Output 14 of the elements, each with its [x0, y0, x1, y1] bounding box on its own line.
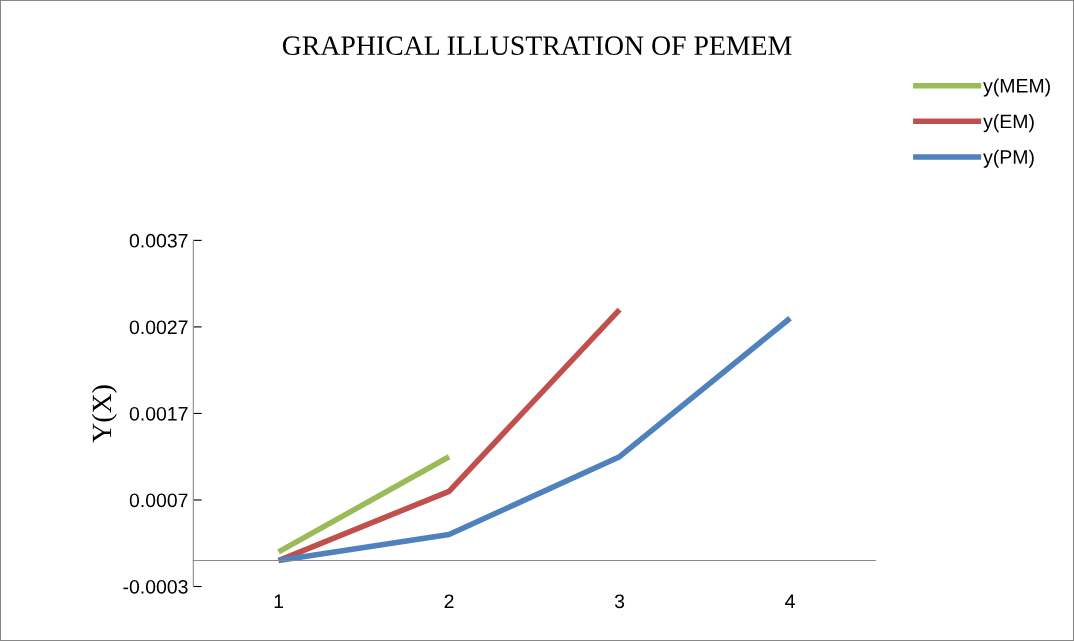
chart-title: GRAPHICAL ILLUSTRATION OF PEMEM	[282, 36, 792, 56]
x-tick-label: 1	[274, 594, 284, 608]
y-tick-label: -0.0003	[123, 579, 188, 594]
x-tick-label: 2	[444, 594, 454, 608]
y-tick-label: 0.0017	[129, 406, 188, 421]
x-tick-label: 3	[614, 594, 625, 609]
x-tick-label: 4	[785, 594, 795, 608]
legend-label: y(PM)	[983, 149, 1034, 168]
y-tick-label: 0.0037	[129, 233, 188, 248]
y-axis-title: Y(X)	[91, 385, 117, 443]
legend-label: y(EM)	[983, 114, 1034, 133]
y-tick-label: 0.0027	[129, 320, 188, 335]
y-tick-label: 0.0007	[129, 493, 188, 508]
legend-label: y(MEM)	[983, 78, 1050, 97]
